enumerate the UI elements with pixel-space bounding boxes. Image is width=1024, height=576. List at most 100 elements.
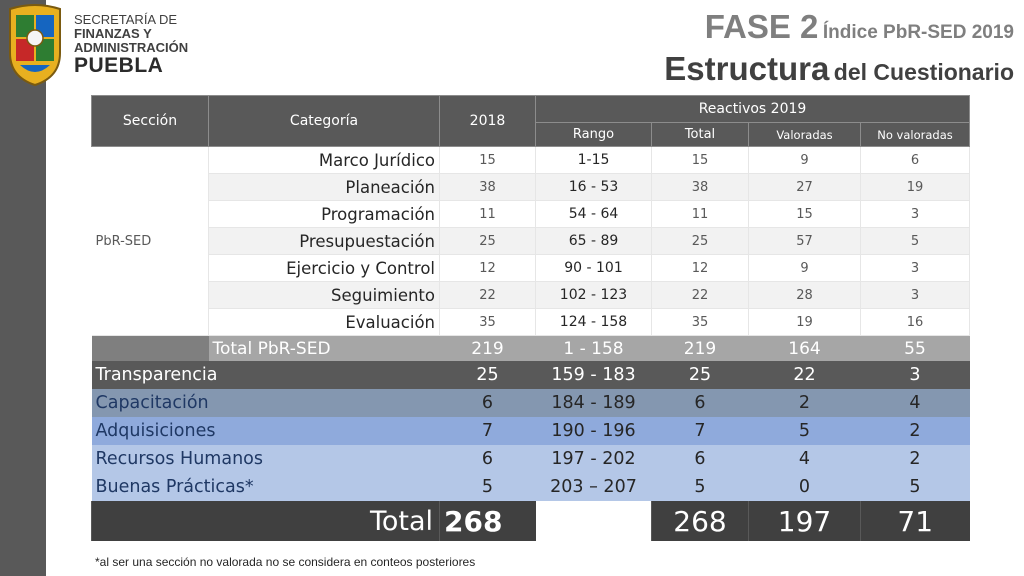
section-row-adquisiciones: Adquisiciones 7 190 - 196 7 5 2: [91, 417, 970, 445]
table-row: PbR-SED Marco Jurídico 15 1-15 15 9 6: [91, 146, 970, 336]
table-row: Planeación 38 16 - 53 38 27 19: [92, 173, 970, 201]
row-valoradas: 19: [748, 308, 861, 336]
row-valoradas: 28: [748, 281, 861, 309]
title-main: Estructura: [664, 50, 830, 87]
section-no-valoradas: 3: [860, 361, 970, 389]
row-total: 12: [651, 254, 749, 282]
section-valoradas: 5: [748, 417, 861, 445]
section-rango: 197 - 202: [535, 445, 652, 473]
puebla-coat-of-arms-icon: [9, 4, 61, 87]
total-pbr-sed-no-valoradas: 55: [860, 335, 970, 361]
section-no-valoradas: 5: [860, 473, 970, 501]
row-categoria: Planeación: [208, 173, 440, 201]
left-sidebar-bar: [0, 0, 46, 576]
section-valoradas: 2: [748, 389, 861, 417]
section-valoradas: 0: [748, 473, 861, 501]
row-no-valoradas: 3: [860, 200, 970, 228]
row-total: 25: [651, 227, 749, 255]
row-rango: 90 - 101: [535, 254, 652, 282]
section-no-valoradas: 2: [860, 445, 970, 473]
section-2018: 6: [439, 445, 536, 473]
row-rango: 102 - 123: [535, 281, 652, 309]
section-rango: 190 - 196: [535, 417, 652, 445]
row-total: 38: [651, 173, 749, 201]
row-2018: 38: [439, 173, 536, 201]
row-2018: 12: [439, 254, 536, 282]
section-no-valoradas: 2: [860, 417, 970, 445]
org-line-3: ADMINISTRACIÓN: [74, 40, 189, 55]
section-total: 6: [651, 445, 749, 473]
page-title: Estructura del Cuestionario: [664, 50, 1014, 88]
section-2018: 7: [439, 417, 536, 445]
section-2018: 6: [439, 389, 536, 417]
section-total: 25: [651, 361, 749, 389]
index-label: Índice PbR-SED 2019: [822, 22, 1014, 43]
row-no-valoradas: 19: [860, 173, 970, 201]
section-label: Transparencia: [91, 361, 440, 389]
total-pbr-sed-label: Total PbR-SED: [208, 335, 440, 361]
grand-total-total: 268: [651, 501, 749, 541]
section-rango: 159 - 183: [535, 361, 652, 389]
row-total: 15: [651, 146, 749, 174]
row-no-valoradas: 6: [860, 146, 970, 174]
row-valoradas: 9: [748, 254, 861, 282]
row-2018: 22: [439, 281, 536, 309]
row-categoria: Programación: [208, 200, 440, 228]
section-label: Recursos Humanos: [91, 445, 440, 473]
org-line-1: SECRETARÍA DE: [74, 12, 178, 27]
header-seccion: Sección: [91, 95, 209, 147]
row-rango: 54 - 64: [535, 200, 652, 228]
header-reactivos: Reactivos 2019: [535, 95, 970, 123]
section-valoradas: 4: [748, 445, 861, 473]
header-categoria: Categoría: [208, 95, 440, 147]
header-total: Total: [651, 122, 749, 147]
org-name: SECRETARÍA DE FINANZAS Y ADMINISTRACIÓN …: [74, 13, 188, 77]
row-valoradas: 57: [748, 227, 861, 255]
header-valoradas: Valoradas: [748, 122, 861, 147]
row-categoria: Presupuestación: [208, 227, 440, 255]
row-total: 35: [651, 308, 749, 336]
total-pbr-sed-2018: 219: [439, 335, 536, 361]
section-2018: 25: [439, 361, 536, 389]
section-valoradas: 22: [748, 361, 861, 389]
grand-total-label: Total: [91, 501, 440, 541]
table-row: Presupuestación 25 65 - 89 25 57 5: [92, 227, 970, 255]
section-pbr-sed: PbR-SED: [91, 146, 209, 336]
section-no-valoradas: 4: [860, 389, 970, 417]
section-row-transparencia: Transparencia 25 159 - 183 25 22 3: [91, 361, 970, 389]
grand-total-2018: 268: [439, 501, 536, 541]
header-rango: Rango: [535, 122, 652, 147]
section-row-recursos-humanos: Recursos Humanos 6 197 - 202 6 4 2: [91, 445, 970, 473]
section-row-buenas-practicas: Buenas Prácticas* 5 203 – 207 5 0 5: [91, 473, 970, 501]
row-2018: 25: [439, 227, 536, 255]
grand-total-row: Total 268 268 197 71: [91, 501, 970, 541]
total-pbr-sed-rango: 1 - 158: [535, 335, 652, 361]
section-total: 6: [651, 389, 749, 417]
row-categoria: Evaluación: [208, 308, 440, 336]
title-sub: del Cuestionario: [833, 59, 1014, 85]
section-label: Capacitación: [91, 389, 440, 417]
section-row-capacitacion: Capacitación 6 184 - 189 6 2 4: [91, 389, 970, 417]
org-line-2: FINANZAS Y: [74, 26, 152, 41]
grand-total-rango-blank: [535, 501, 652, 541]
table-row: Ejercicio y Control 12 90 - 101 12 9 3: [92, 254, 970, 282]
row-2018: 11: [439, 200, 536, 228]
row-valoradas: 9: [748, 146, 861, 174]
row-total: 22: [651, 281, 749, 309]
table-row: Seguimiento 22 102 - 123 22 28 3: [92, 281, 970, 309]
row-total: 11: [651, 200, 749, 228]
table-row: Programación 11 54 - 64 11 15 3: [92, 200, 970, 228]
org-line-4: PUEBLA: [74, 54, 164, 77]
total-pbr-sed-total: 219: [651, 335, 749, 361]
row-no-valoradas: 16: [860, 308, 970, 336]
header-2018: 2018: [439, 95, 536, 147]
phase-title: FASE 2 Índice PbR-SED 2019: [705, 8, 1014, 46]
row-rango: 124 - 158: [535, 308, 652, 336]
header-no-valoradas: No valoradas: [860, 122, 970, 147]
section-total: 5: [651, 473, 749, 501]
section-label: Buenas Prácticas*: [91, 473, 440, 501]
table-row: Evaluación 35 124 - 158 35 19 16: [92, 308, 970, 336]
section-rango: 203 – 207: [535, 473, 652, 501]
row-valoradas: 27: [748, 173, 861, 201]
section-2018: 5: [439, 473, 536, 501]
